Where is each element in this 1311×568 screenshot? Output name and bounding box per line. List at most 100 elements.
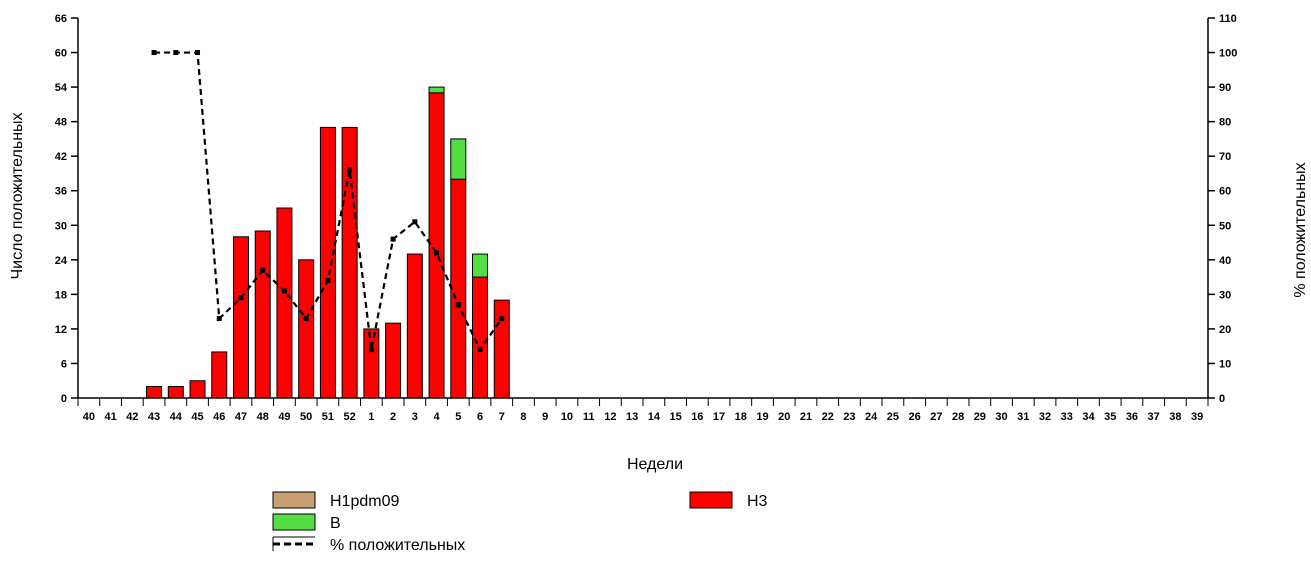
percent-positive-marker <box>477 347 483 353</box>
percent-positive-marker <box>151 50 157 56</box>
x-tick-label: 33 <box>1061 411 1073 423</box>
legend-label: H1pdm09 <box>330 493 399 510</box>
legend-label: H3 <box>747 493 768 510</box>
bar-h3 <box>493 299 510 399</box>
percent-positive-marker <box>412 219 418 225</box>
percent-positive-marker <box>368 347 374 353</box>
y2-tick-label: 20 <box>1219 324 1231 336</box>
y2-tick-label: 80 <box>1219 117 1231 129</box>
bar-b <box>450 138 467 180</box>
x-tick-label: 11 <box>583 411 595 423</box>
y2-tick-label: 70 <box>1219 151 1231 163</box>
legend-swatch <box>689 491 733 509</box>
x-tick-label: 37 <box>1148 411 1160 423</box>
y2-tick-label: 90 <box>1219 82 1231 94</box>
bar-h3 <box>232 236 249 399</box>
percent-positive-marker <box>499 316 505 322</box>
line-layer <box>151 50 505 353</box>
percent-positive-marker <box>195 50 201 56</box>
x-tick-label: 19 <box>756 411 768 423</box>
legend-swatch-bg <box>273 536 315 552</box>
x-tick-label: 30 <box>995 411 1007 423</box>
legend-swatch <box>272 491 316 509</box>
percent-positive-marker <box>303 316 309 322</box>
y-tick-label: 12 <box>55 324 67 336</box>
x-tick-label: 51 <box>322 411 334 423</box>
x-tick-label: 10 <box>561 411 573 423</box>
y2-tick-label: 110 <box>1219 13 1237 25</box>
percent-positive-marker <box>390 236 396 242</box>
x-tick-label: 17 <box>713 411 725 423</box>
bars-layer <box>146 86 510 399</box>
x-tick-label: 2 <box>390 411 396 423</box>
x-tick-label: 41 <box>104 411 116 423</box>
percent-positive-marker <box>347 167 353 173</box>
x-tick-label: 4 <box>433 411 440 423</box>
y-tick-label: 6 <box>61 358 67 370</box>
x-tick-label: 15 <box>669 411 681 423</box>
x-tick-label: 7 <box>499 411 505 423</box>
x-tick-label: 36 <box>1126 411 1138 423</box>
y2-tick-label: 60 <box>1219 186 1231 198</box>
y2-axis-title: % положительных <box>1292 162 1309 297</box>
percent-positive-marker <box>238 295 244 301</box>
y2-tick-label: 0 <box>1219 393 1225 405</box>
percent-positive-marker <box>281 288 287 294</box>
x-tick-label: 50 <box>300 411 312 423</box>
x-tick-label: 22 <box>822 411 834 423</box>
y2-tick-label: 40 <box>1219 255 1231 267</box>
x-tick-label: 43 <box>148 411 160 423</box>
legend-label: % положительных <box>330 537 465 554</box>
bar-h3 <box>298 259 315 399</box>
bar-h3 <box>319 126 336 399</box>
x-tick-label: 29 <box>974 411 986 423</box>
bar-h3 <box>167 385 184 399</box>
y-tick-label: 60 <box>55 48 67 60</box>
bar-h3 <box>211 351 228 399</box>
x-tick-label: 8 <box>520 411 526 423</box>
y-tick-label: 48 <box>55 117 67 129</box>
bar-b <box>472 253 489 278</box>
bar-h3 <box>276 207 293 399</box>
percent-positive-marker <box>434 250 440 256</box>
x-tick-label: 46 <box>213 411 225 423</box>
percent-positive-marker <box>260 267 266 273</box>
bar-h3 <box>472 276 489 399</box>
percent-positive-marker <box>173 50 179 56</box>
y-tick-label: 30 <box>55 220 67 232</box>
x-tick-label: 47 <box>235 411 247 423</box>
percent-positive-marker <box>216 316 222 322</box>
x-tick-label: 38 <box>1169 411 1181 423</box>
percent-positive-marker <box>325 278 331 284</box>
x-tick-label: 3 <box>412 411 418 423</box>
x-tick-label: 26 <box>909 411 921 423</box>
x-tick-label: 24 <box>865 411 878 423</box>
y-tick-label: 24 <box>55 255 68 267</box>
x-tick-label: 45 <box>191 411 203 423</box>
bar-h3 <box>406 253 423 399</box>
x-tick-label: 6 <box>477 411 483 423</box>
x-tick-label: 32 <box>1039 411 1051 423</box>
x-tick-label: 12 <box>604 411 616 423</box>
bar-h3 <box>385 322 402 399</box>
percent-positive-marker <box>455 302 461 308</box>
x-tick-label: 25 <box>887 411 899 423</box>
x-tick-label: 48 <box>257 411 269 423</box>
legend: H1pdm09 H3 B % положительных <box>272 491 768 554</box>
y2-tick-label: 100 <box>1219 48 1237 60</box>
x-tick-label: 1 <box>368 411 374 423</box>
x-tick-label: 27 <box>930 411 942 423</box>
bar-h3 <box>363 328 380 399</box>
bar-h3 <box>428 92 445 399</box>
x-tick-label: 28 <box>952 411 964 423</box>
x-tick-label: 40 <box>83 411 95 423</box>
x-tick-label: 20 <box>778 411 790 423</box>
bar-h3 <box>450 178 467 399</box>
y-tick-label: 18 <box>55 289 67 301</box>
x-tick-label: 39 <box>1191 411 1203 423</box>
y-tick-label: 0 <box>61 393 67 405</box>
x-tick-label: 42 <box>126 411 138 423</box>
x-tick-label: 52 <box>344 411 356 423</box>
y-axis-title: Число положительных <box>9 112 26 279</box>
